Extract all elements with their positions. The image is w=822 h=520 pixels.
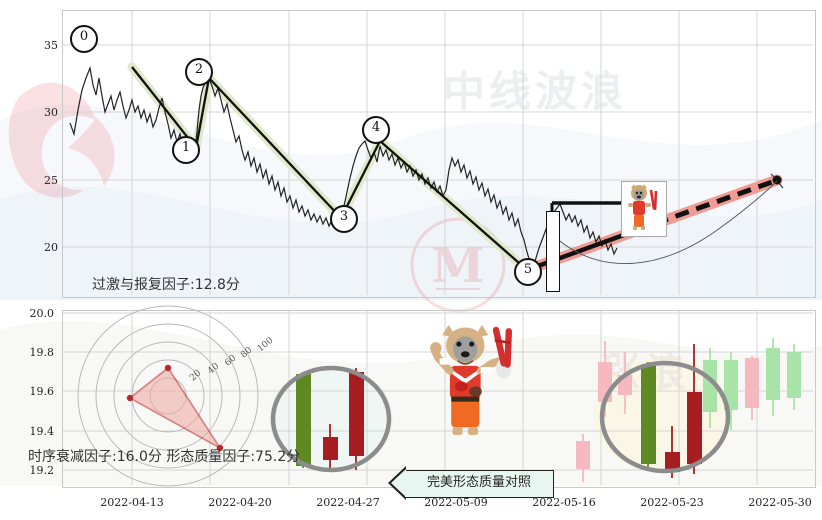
watermark-title: 中线波浪 <box>443 67 628 116</box>
y-tick-bot-20-0: 20.0 <box>29 307 55 320</box>
wave-marker-2: 2 <box>185 58 213 86</box>
wave-marker-3: 3 <box>330 205 358 233</box>
y-tick-bot-19-2: 19.2 <box>29 464 55 477</box>
wave-marker-5: 5 <box>514 258 542 286</box>
x-tick-5: 2022-05-23 <box>640 496 704 509</box>
y-tick-bot-19-8: 19.8 <box>29 346 55 359</box>
wave-marker-4: 4 <box>362 116 390 144</box>
annotation-overreaction-factor: 过激与报复因子:12.8分 <box>92 277 240 293</box>
current-pattern-candles <box>641 344 702 478</box>
y-tick-top-20: 20 <box>44 241 58 254</box>
wave-marker-0: 0 <box>70 25 98 53</box>
perfect-pattern-callout: 完美形态质量对照 <box>404 470 554 498</box>
y-tick-bot-19-4: 19.4 <box>29 425 55 438</box>
wave5-callout-box <box>546 211 560 292</box>
wave-marker-1: 1 <box>172 136 200 164</box>
y-tick-bot-19-6: 19.6 <box>29 385 55 398</box>
y-tick-top-25: 25 <box>44 174 58 187</box>
x-tick-4: 2022-05-16 <box>532 496 596 509</box>
x-tick-6: 2022-05-30 <box>748 496 812 509</box>
reference-pattern-candles <box>296 368 364 472</box>
y-tick-top-35: 35 <box>44 39 58 52</box>
x-tick-1: 2022-04-20 <box>208 496 272 509</box>
y-tick-top-30: 30 <box>44 106 58 119</box>
ski-dog-mascot-icon <box>628 184 658 230</box>
price-wave-panel <box>62 10 816 298</box>
annotation-decay-and-quality-factors: 时序衰减因子:16.0分 形态质量因子:75.2分 <box>28 449 301 465</box>
x-tick-2: 2022-04-27 <box>316 496 380 509</box>
context-candles-right <box>576 338 801 482</box>
x-tick-3: 2022-05-09 <box>424 496 488 509</box>
mascot-thumbnail-box <box>621 181 667 237</box>
callout-arrow-fill <box>391 469 406 497</box>
x-tick-0: 2022-04-13 <box>100 496 164 509</box>
